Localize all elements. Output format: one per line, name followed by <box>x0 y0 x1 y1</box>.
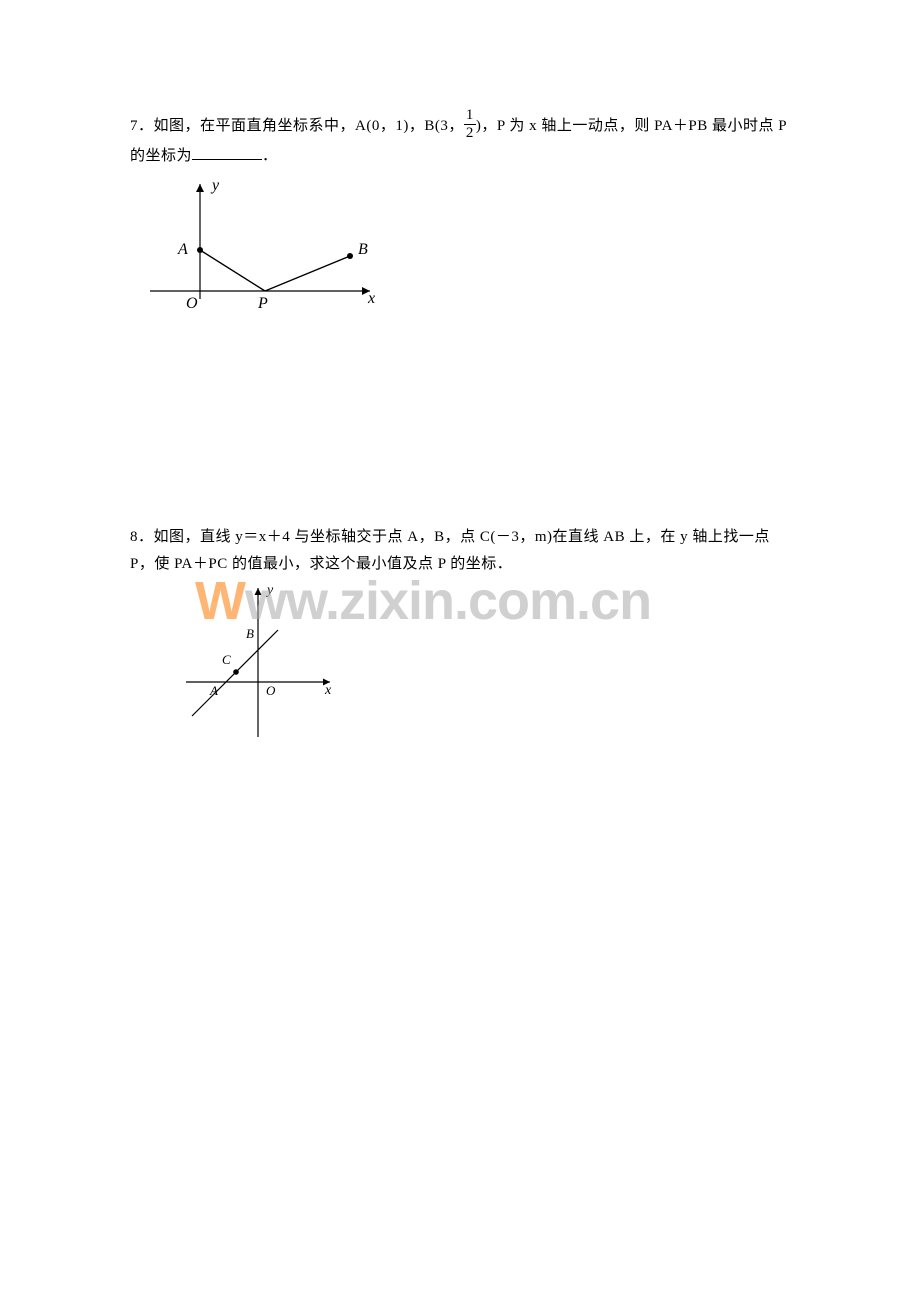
q7-frac-den: 2 <box>464 125 476 141</box>
svg-text:B: B <box>246 626 254 641</box>
q7-blank <box>192 145 262 160</box>
q7-fraction: 12 <box>464 108 476 141</box>
q8-number: 8． <box>130 529 154 545</box>
q7-svg: y x O A B P <box>150 176 380 336</box>
question-8: 8．如图，直线 y＝x＋4 与坐标轴交于点 A，B，点 C(－3，m)在直线 A… <box>130 524 790 752</box>
q7-text-part3: ． <box>262 148 278 164</box>
svg-text:x: x <box>367 290 376 307</box>
svg-text:A: A <box>177 241 188 258</box>
q8-figure: y x O A BC <box>180 582 790 752</box>
svg-text:O: O <box>266 683 276 698</box>
q7-figure: y x O A B P <box>150 176 790 346</box>
q7-text-part1: 如图，在平面直角坐标系中，A(0，1)，B(3， <box>154 118 464 134</box>
svg-text:C: C <box>222 652 231 667</box>
question-7: 7．如图，在平面直角坐标系中，A(0，1)，B(3，12)，P 为 x 轴上一动… <box>130 110 790 346</box>
svg-text:P: P <box>257 295 268 312</box>
question-8-text: 8．如图，直线 y＝x＋4 与坐标轴交于点 A，B，点 C(－3，m)在直线 A… <box>130 524 790 578</box>
svg-text:A: A <box>209 683 218 698</box>
q7-number: 7． <box>130 118 154 134</box>
svg-text:O: O <box>186 295 198 312</box>
svg-text:y: y <box>265 583 274 598</box>
question-7-text: 7．如图，在平面直角坐标系中，A(0，1)，B(3，12)，P 为 x 轴上一动… <box>130 110 790 170</box>
q7-frac-num: 1 <box>464 108 476 125</box>
svg-text:y: y <box>210 177 220 194</box>
svg-text:B: B <box>358 241 368 258</box>
svg-text:x: x <box>324 683 332 698</box>
q8-text: 如图，直线 y＝x＋4 与坐标轴交于点 A，B，点 C(－3，m)在直线 AB … <box>130 529 770 572</box>
q8-svg: y x O A BC <box>180 582 340 742</box>
